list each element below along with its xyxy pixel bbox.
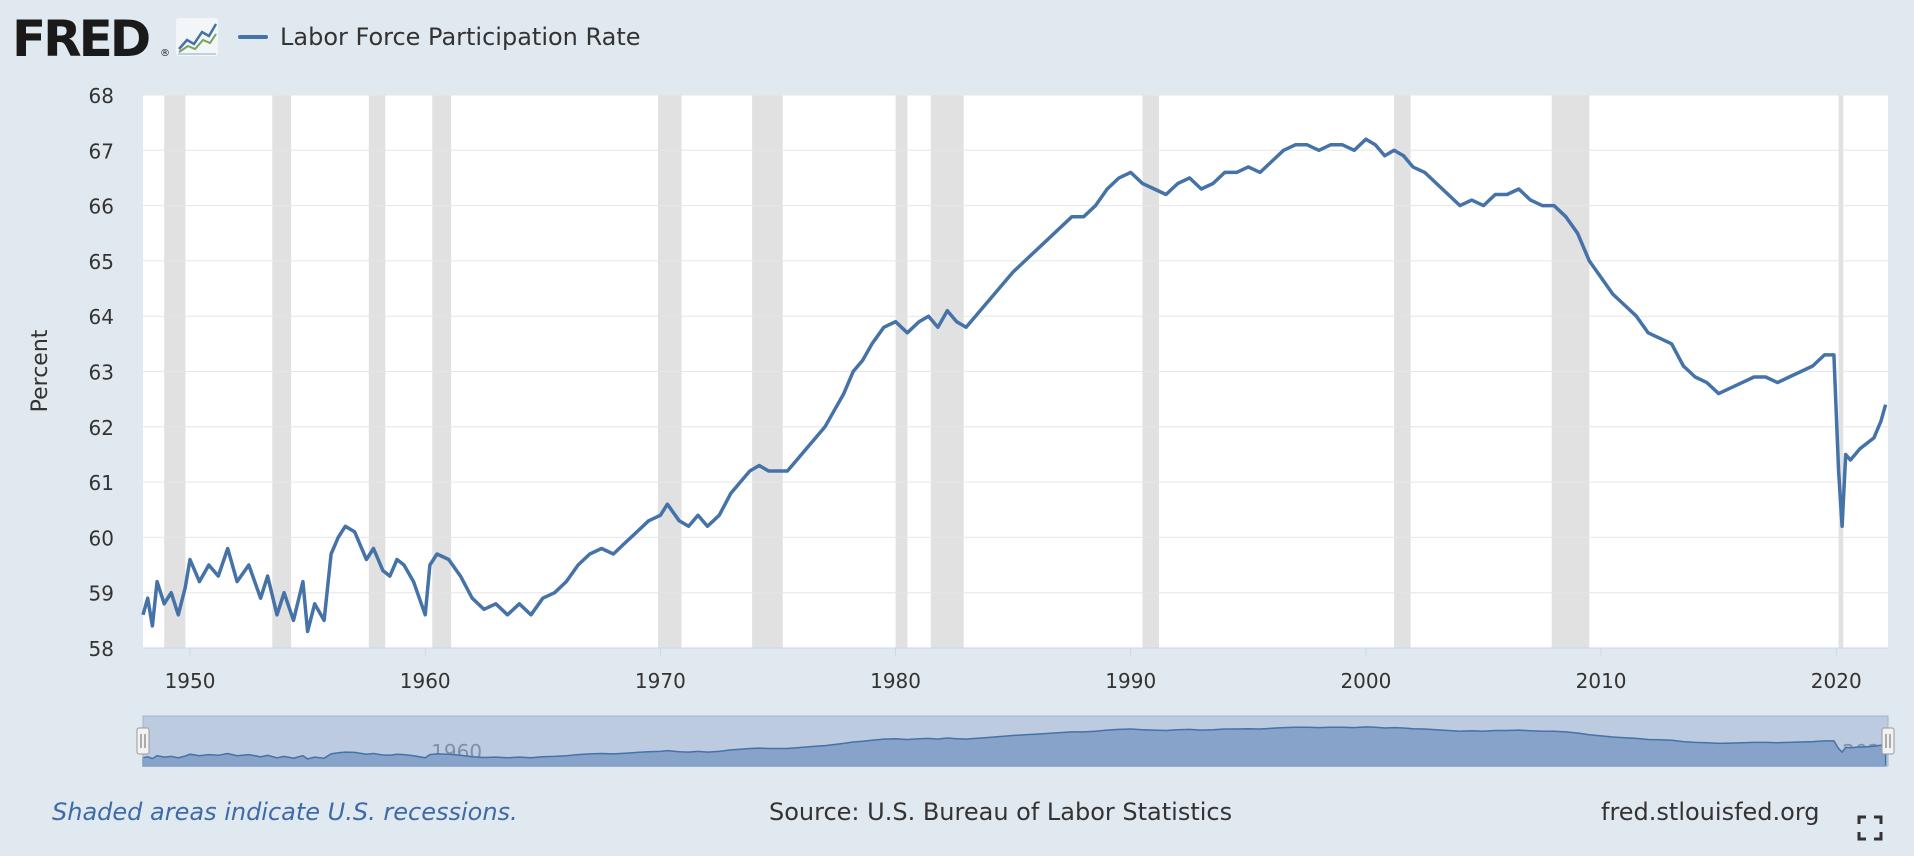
line-graph-icon <box>176 18 218 56</box>
x-tick-label: 1960 <box>400 669 451 693</box>
y-tick-label: 68 <box>89 84 114 108</box>
y-tick-label: 60 <box>89 526 114 550</box>
recession-note[interactable]: Shaded areas indicate U.S. recessions. <box>52 798 518 826</box>
y-tick-label: 59 <box>89 582 114 606</box>
y-tick-label: 66 <box>89 195 114 219</box>
x-tick-label: 2010 <box>1576 669 1627 693</box>
y-axis-label: Percent <box>28 329 53 412</box>
y-tick-label: 58 <box>89 637 114 661</box>
series-line[interactable] <box>141 137 1888 634</box>
y-tick-label: 62 <box>89 416 114 440</box>
navigator-right-handle[interactable] <box>1881 727 1895 755</box>
source-text: Source: U.S. Bureau of Labor Statistics <box>769 798 1233 826</box>
x-tick-label: 1990 <box>1105 669 1156 693</box>
x-tick-label: 1970 <box>635 669 686 693</box>
y-tick-label: 67 <box>89 139 114 163</box>
series-group <box>141 137 1888 634</box>
y-tick-label: 63 <box>89 361 114 385</box>
gridlines <box>143 94 1888 594</box>
x-tick-label: 1980 <box>870 669 921 693</box>
legend-swatch <box>238 35 268 39</box>
navigator-area <box>142 726 1887 767</box>
y-tick-label: 64 <box>89 305 114 329</box>
navigator[interactable]: 196019802000202 <box>136 715 1895 767</box>
site-url: fred.stlouisfed.org <box>1601 798 1820 826</box>
x-tick-label: 2000 <box>1340 669 1391 693</box>
recession-bands <box>164 95 1844 648</box>
x-axis-ticks: 1950 1960 1970 1980 1990 2000 2010 2020 <box>165 648 1862 693</box>
legend-label: Labor Force Participation Rate <box>280 23 641 51</box>
expand-icon[interactable] <box>1857 815 1883 841</box>
fred-logo[interactable]: FRED <box>12 10 151 68</box>
y-tick-label: 65 <box>89 250 114 274</box>
chart-header: FRED ® Labor Force Participation Rate <box>0 0 1914 80</box>
y-tick-label: 61 <box>89 471 114 495</box>
x-tick-label: 2020 <box>1811 669 1862 693</box>
x-tick-label: 1950 <box>165 669 216 693</box>
navigator-left-handle[interactable] <box>136 727 150 755</box>
y-axis-ticks: 58 59 60 61 62 63 64 65 66 67 68 <box>89 84 114 661</box>
registered-mark: ® <box>160 48 170 59</box>
